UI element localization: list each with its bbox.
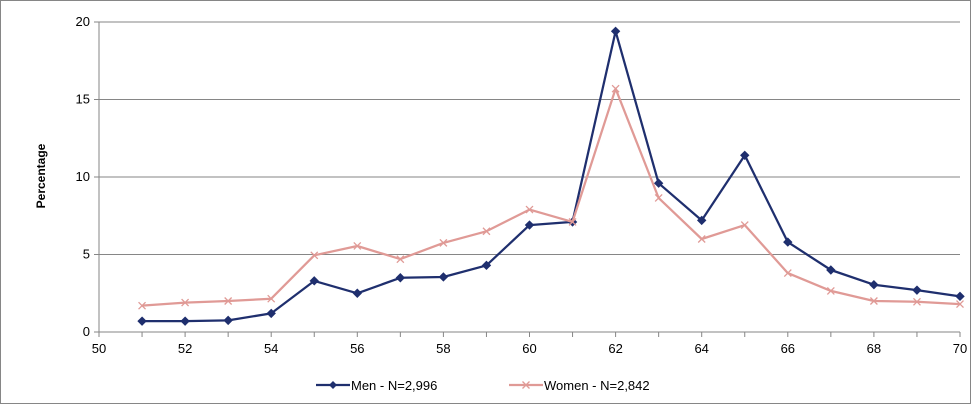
data-point-women (353, 242, 362, 250)
data-point-men (481, 260, 492, 271)
data-point-men (223, 315, 233, 326)
data-point-women (826, 286, 835, 295)
x-tick-label: 60 (522, 341, 536, 356)
y-axis-title: Percentage (34, 143, 48, 208)
legend: Men - N=2,996 Women - N=2,842 (316, 378, 650, 393)
x-tick-label: 62 (608, 341, 622, 356)
data-point-men (740, 150, 750, 161)
data-point-women (310, 251, 319, 260)
data-point-men (955, 291, 965, 302)
data-point-men (266, 308, 276, 319)
data-point-women (138, 301, 147, 310)
legend-marker-diamond (329, 381, 337, 389)
data-point-women (396, 255, 405, 264)
legend-marker-x (522, 381, 530, 389)
data-point-women (267, 294, 276, 303)
data-point-women (912, 297, 921, 306)
data-point-men (783, 237, 793, 247)
data-point-men (524, 220, 535, 230)
x-tick-label: 50 (92, 341, 106, 356)
data-point-men (309, 276, 319, 286)
y-tick-label: 20 (76, 14, 90, 29)
data-point-women (181, 298, 190, 307)
data-point-women (740, 221, 749, 230)
data-point-men (438, 272, 449, 282)
data-point-women (654, 193, 663, 202)
x-tick-label: 52 (178, 341, 192, 356)
x-tick-label: 68 (867, 341, 881, 356)
y-tick-label: 0 (83, 324, 90, 339)
y-tick-label: 10 (76, 169, 90, 184)
data-point-men (826, 265, 836, 275)
data-point-men (653, 178, 664, 188)
axes: 0 5 10 15 20 50 52 54 56 58 60 62 64 66 68 70 (76, 14, 968, 356)
y-tick-label: 15 (76, 92, 90, 107)
x-tick-label: 54 (264, 341, 278, 356)
x-tick-label: 66 (781, 341, 795, 356)
x-tick-label: 56 (350, 341, 364, 356)
data-point-women (611, 84, 620, 93)
y-tick-label: 5 (83, 247, 90, 262)
x-tick-label: 64 (694, 341, 708, 356)
data-point-women (224, 297, 233, 305)
data-point-women (869, 297, 878, 305)
data-point-women (568, 217, 577, 226)
data-point-men (696, 215, 707, 226)
series-line-men (142, 30, 961, 323)
x-tick-label: 70 (953, 341, 967, 356)
gridlines (99, 21, 960, 255)
data-point-women (525, 205, 534, 214)
data-point-men (912, 285, 922, 295)
data-point-men (352, 288, 363, 298)
data-point-women (783, 269, 792, 278)
data-point-women (439, 238, 448, 247)
series-lines (137, 26, 965, 326)
data-point-men (610, 26, 621, 37)
data-point-women (697, 235, 706, 243)
data-point-men (395, 273, 406, 283)
data-point-men (137, 316, 147, 326)
data-point-men (180, 316, 190, 326)
data-point-men (869, 280, 879, 290)
legend-label: Women - N=2,842 (544, 378, 650, 393)
series-line-women (142, 87, 961, 307)
data-point-women (956, 300, 964, 309)
legend-label: Men - N=2,996 (351, 378, 437, 393)
data-point-women (482, 227, 491, 236)
x-tick-label: 58 (436, 341, 450, 356)
